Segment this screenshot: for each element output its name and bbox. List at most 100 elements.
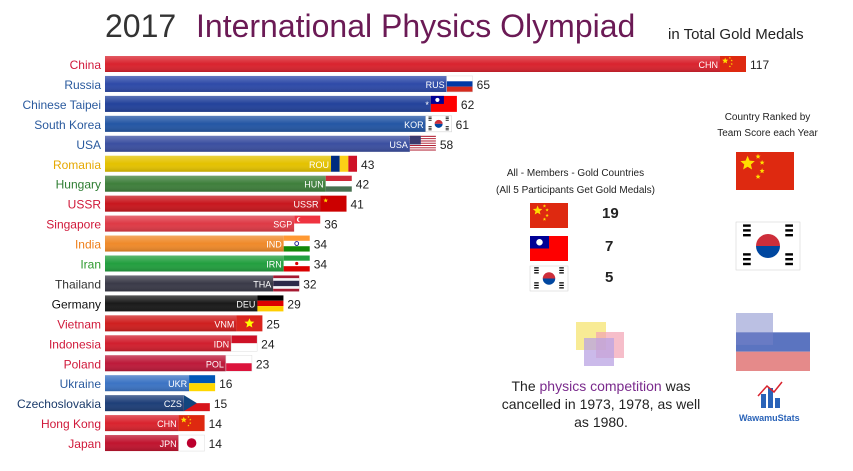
usa-flag-icon (409, 135, 436, 152)
country-code: CHN (157, 419, 177, 429)
country-label: Indonesia (49, 337, 101, 351)
country-label: Poland (64, 357, 101, 371)
country-label: Hungary (56, 178, 101, 192)
iran-flag-icon (283, 255, 310, 272)
value-label: 23 (256, 357, 270, 371)
bar-shade (105, 95, 431, 112)
country-code: USSR (293, 200, 319, 210)
country-label: South Korea (34, 118, 101, 132)
country-code: USA (389, 140, 408, 150)
value-label: 42 (356, 178, 370, 192)
bar-shade (105, 215, 295, 232)
value-label: 41 (351, 198, 365, 212)
russia-flag-icon (446, 75, 473, 93)
country-code: CHN (699, 60, 719, 70)
bar-row: Indonesia IDN 24 (49, 335, 275, 352)
country-label: Vietnam (57, 317, 101, 331)
value-label: 65 (477, 78, 491, 92)
russia-taiwan-fade-flag-icon (736, 313, 810, 371)
singapore-flag-icon (294, 215, 321, 232)
brand-logo-icon (757, 381, 783, 408)
country-code: KOR (404, 120, 424, 130)
taiwan-flag-icon (530, 236, 568, 261)
brand-name: WawamuStats (739, 413, 800, 423)
country-label: Romania (53, 158, 101, 172)
country-code: HUN (304, 180, 324, 190)
panel-heading-1: All - Members - Gold Countries (506, 168, 645, 179)
bar-row: Germany DEU 29 (52, 295, 301, 312)
country-code: * (425, 100, 429, 110)
ussr-flag-icon (320, 195, 347, 212)
korea-flag-icon (735, 221, 801, 271)
country-label: China (70, 58, 102, 72)
value-label: 62 (461, 98, 475, 112)
bar-shade (105, 295, 258, 312)
value-label: 34 (314, 258, 328, 272)
bar-row: Czechoslovakia CZS 15 (17, 395, 228, 412)
ranked-label-2: Team Score each Year (717, 128, 818, 139)
ukraine-flag-icon (189, 375, 216, 392)
country-code: IDN (214, 339, 230, 349)
country-label: Singapore (46, 218, 101, 232)
country-label: Japan (68, 437, 101, 451)
bar-shade (105, 56, 720, 72)
bar-row: China CHN 117 (70, 56, 769, 72)
note-pre: The (511, 378, 540, 394)
bar-row: Japan JPN 14 (68, 434, 222, 452)
country-label: Hong Kong (41, 417, 101, 431)
bar-row: Hong Kong CHN 14 (41, 415, 222, 432)
bar-shade (105, 115, 426, 132)
chart-year: 2017 (105, 8, 177, 44)
bar-shade (105, 195, 321, 212)
panel-count-3: 5 (605, 269, 614, 286)
bar-row: USSR USSR 41 (68, 195, 365, 212)
value-label: 29 (287, 297, 301, 311)
country-code: IND (266, 240, 282, 250)
value-label: 16 (219, 377, 233, 391)
india-flag-icon (283, 235, 310, 252)
value-label: 43 (361, 158, 375, 172)
chart-title: International Physics Olympiad (196, 8, 636, 44)
bar-shade (105, 175, 326, 192)
country-label: Chinese Taipei (23, 98, 102, 112)
bar-row: Russia RUS 65 (64, 75, 491, 93)
japan-flag-icon (178, 434, 205, 452)
country-code: CZS (164, 399, 182, 409)
bar-row: Ukraine UKR 16 (60, 375, 233, 392)
value-label: 58 (440, 138, 454, 152)
bar-row: Hungary HUN 42 (56, 175, 370, 192)
country-code: JPN (160, 439, 177, 449)
panel-count-1: 19 (602, 205, 619, 222)
country-label: USSR (68, 198, 102, 212)
vietnam-flag-icon (236, 315, 263, 332)
country-label: Iran (80, 258, 101, 272)
china-flag-icon (178, 415, 205, 432)
bar-shade (105, 135, 410, 152)
korea-flag-icon (529, 265, 569, 292)
bar-shade (105, 155, 332, 172)
bar-row: Vietnam VNM 25 (57, 315, 280, 332)
country-code: THA (253, 279, 271, 289)
bar-row: Thailand THA 32 (55, 275, 317, 292)
value-label: 117 (750, 58, 769, 72)
czech-flag-icon (183, 395, 210, 412)
bar-shade (105, 235, 284, 252)
country-code: POL (206, 359, 224, 369)
hungary-flag-icon (325, 175, 352, 192)
value-label: 15 (214, 397, 228, 411)
bar-row: South Korea KOR 61 (34, 115, 469, 133)
poland-flag-icon (225, 355, 253, 372)
china-flag-icon (736, 152, 794, 190)
bar-shade (105, 75, 447, 92)
bar-row: Romania ROU 43 (53, 155, 375, 172)
bar-row: Singapore SGP 36 (46, 215, 338, 232)
china-flag-icon (720, 56, 746, 72)
bar-row: India IND 34 (75, 235, 327, 252)
country-label: Russia (64, 78, 101, 92)
country-code: IRN (266, 260, 282, 270)
bar-shade (105, 335, 232, 352)
korea-flag-icon (425, 115, 452, 133)
decor-squares (576, 322, 624, 366)
